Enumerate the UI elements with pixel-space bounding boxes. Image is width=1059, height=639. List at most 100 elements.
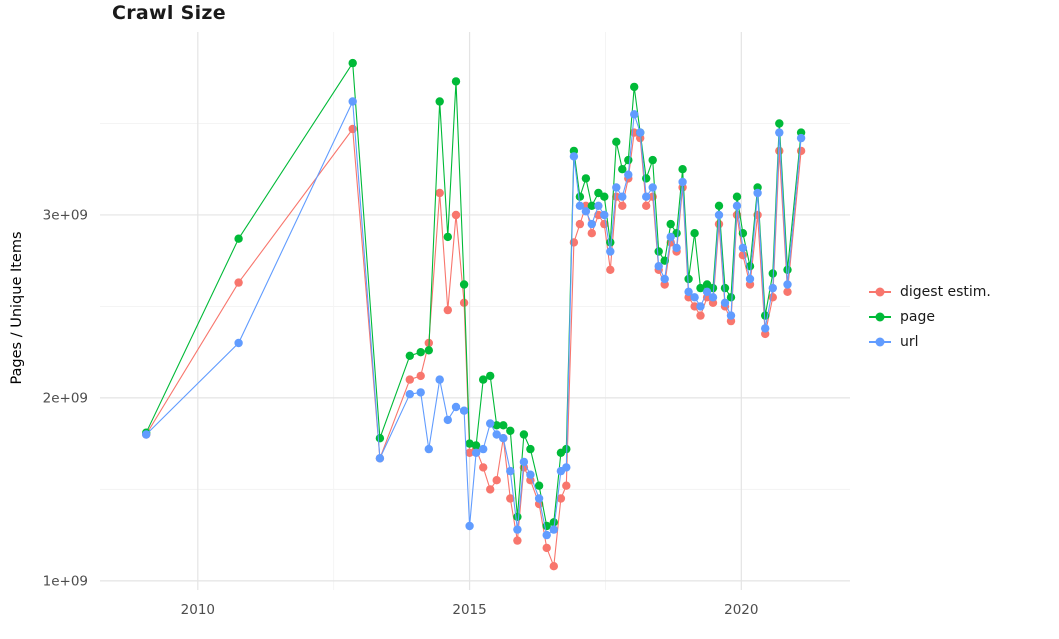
data-point-page <box>506 426 515 435</box>
data-point-page <box>526 444 535 454</box>
data-point-page <box>479 375 488 384</box>
data-point-page <box>624 155 633 165</box>
data-point-url <box>745 274 755 284</box>
data-point-page <box>424 346 433 355</box>
series-line-url <box>145 99 802 537</box>
data-point-digest-estim <box>459 298 469 307</box>
data-point-page <box>575 192 585 201</box>
data-point-digest-estim <box>542 543 551 553</box>
legend-label-page: page <box>900 309 935 325</box>
data-point-url <box>471 448 481 457</box>
data-point-url <box>405 390 414 399</box>
data-point-url <box>549 525 558 534</box>
data-point-page <box>416 348 425 357</box>
data-point-page <box>465 439 474 448</box>
legend-item-digest-estim: digest estim. <box>869 284 991 300</box>
data-point-page <box>720 283 730 293</box>
data-point-url <box>624 170 633 179</box>
data-point-url <box>459 406 469 415</box>
data-point-digest-estim <box>575 219 585 229</box>
data-point-page <box>486 371 495 381</box>
data-point-url <box>562 463 571 472</box>
data-point-digest-estim <box>443 305 452 315</box>
data-point-url <box>761 324 770 333</box>
y-tick-label: 2e+09 <box>43 390 88 406</box>
data-point-page <box>783 265 792 274</box>
data-point-url <box>526 470 535 479</box>
data-point-page <box>451 77 461 86</box>
data-point-url <box>600 210 609 220</box>
data-point-digest-estim <box>796 146 806 156</box>
data-point-page <box>714 201 724 210</box>
data-point-digest-estim <box>348 124 357 134</box>
data-point-url <box>696 302 705 311</box>
y-tick-label: 3e+09 <box>43 207 88 223</box>
data-point-page <box>666 219 675 229</box>
data-point-page <box>606 238 615 247</box>
data-point-page <box>375 434 385 443</box>
legend-dot-swatch <box>875 312 885 322</box>
data-point-url <box>738 243 748 253</box>
data-point-page <box>443 232 452 242</box>
legend-item-url: url <box>869 334 991 350</box>
legend-item-page: page <box>869 309 991 325</box>
data-point-page <box>405 351 414 360</box>
data-point-digest-estim <box>486 485 495 494</box>
data-point-page <box>768 269 777 278</box>
data-point-url <box>720 298 730 307</box>
data-point-page <box>534 481 544 490</box>
data-point-url <box>783 280 792 289</box>
data-point-digest-estim <box>562 481 571 490</box>
data-point-page <box>726 293 736 302</box>
data-point-url <box>234 338 243 348</box>
chart-title: Crawl Size <box>112 2 226 24</box>
data-point-digest-estim <box>492 476 501 485</box>
data-point-digest-estim <box>556 494 566 503</box>
data-point-url <box>726 311 736 320</box>
data-point-url <box>612 183 621 192</box>
data-point-digest-estim <box>690 302 699 311</box>
data-point-digest-estim <box>612 192 621 201</box>
data-point-digest-estim <box>606 265 615 274</box>
data-point-url <box>606 247 615 256</box>
data-point-url <box>672 243 681 253</box>
data-point-url <box>486 419 495 428</box>
data-point-page <box>513 512 522 521</box>
data-point-page <box>612 137 621 146</box>
data-point-url <box>618 192 627 201</box>
data-point-url <box>424 444 433 454</box>
data-point-digest-estim <box>234 278 243 287</box>
data-point-digest-estim <box>738 251 748 260</box>
data-point-page <box>471 441 481 450</box>
legend: digest estim. page url <box>869 284 991 350</box>
data-point-digest-estim <box>587 229 596 238</box>
data-point-url <box>732 201 742 210</box>
data-point-url <box>534 494 544 503</box>
data-point-page <box>549 518 558 527</box>
data-point-url <box>702 287 712 296</box>
legend-label-url: url <box>900 334 919 350</box>
legend-key-digest-estim-icon <box>869 285 891 299</box>
data-point-digest-estim <box>768 293 777 302</box>
data-point-page <box>654 247 663 256</box>
legend-label-digest-estim: digest estim. <box>900 284 991 300</box>
data-point-digest-estim <box>465 448 474 457</box>
data-point-url <box>678 177 687 187</box>
data-point-url <box>660 274 669 284</box>
data-point-digest-estim <box>775 146 784 156</box>
data-point-url <box>451 402 461 412</box>
data-point-digest-estim <box>513 536 522 545</box>
data-point-url <box>506 466 515 476</box>
data-point-url <box>594 201 603 210</box>
data-point-page <box>600 192 609 201</box>
data-point-url <box>492 430 501 439</box>
data-point-digest-estim <box>696 311 705 320</box>
x-tick-label: 2020 <box>724 602 758 618</box>
data-point-page <box>519 430 529 439</box>
y-axis-title: Pages / Unique Items <box>9 231 25 385</box>
data-point-url <box>435 375 444 384</box>
data-point-page <box>348 58 357 68</box>
data-point-url <box>569 152 579 161</box>
data-point-page <box>499 421 508 430</box>
